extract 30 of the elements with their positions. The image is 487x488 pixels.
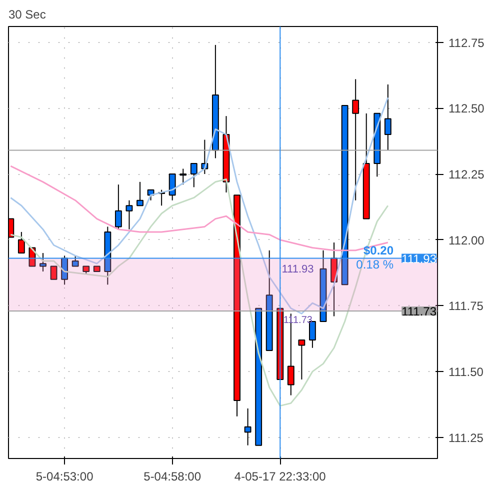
x-tick-label: 5-04:58:00 (144, 470, 202, 484)
candlestick (114, 184, 122, 230)
y-tick-label: 112.00 (448, 233, 485, 248)
candlestick (298, 339, 306, 380)
chart-title: 30 Sec (8, 8, 46, 22)
ref-line-label: 111.93 (402, 252, 437, 266)
candlestick (50, 266, 58, 280)
y-tick-label: 111.75 (448, 299, 484, 314)
y-tick-label: 112.50 (448, 102, 485, 116)
y-tick-label: 111.50 (448, 365, 484, 380)
x-tick-label: 4-05-17 22:33:00 (234, 470, 326, 484)
candlestick (244, 408, 252, 446)
x-tick-label: 5-04:53:00 (36, 470, 94, 484)
candlestick (168, 174, 176, 201)
candlestick (136, 181, 144, 206)
y-tick-label: 111.25 (448, 430, 484, 445)
y-tick-label: 112.25 (448, 168, 485, 182)
candlestick (180, 168, 187, 186)
candlestick (72, 255, 79, 267)
candlestick (190, 162, 198, 188)
annotation: 111.93 (282, 263, 314, 276)
ref-line-label: 111.73 (402, 304, 437, 318)
candlestick (384, 84, 392, 151)
candlestick (40, 252, 46, 272)
candlestick (126, 200, 133, 230)
annotation: $0.20 (363, 243, 394, 258)
candlestick (18, 231, 25, 254)
candlestick (352, 78, 360, 201)
annotation: 0.18 % (356, 257, 394, 272)
y-tick-label: 112.75 (448, 36, 485, 50)
